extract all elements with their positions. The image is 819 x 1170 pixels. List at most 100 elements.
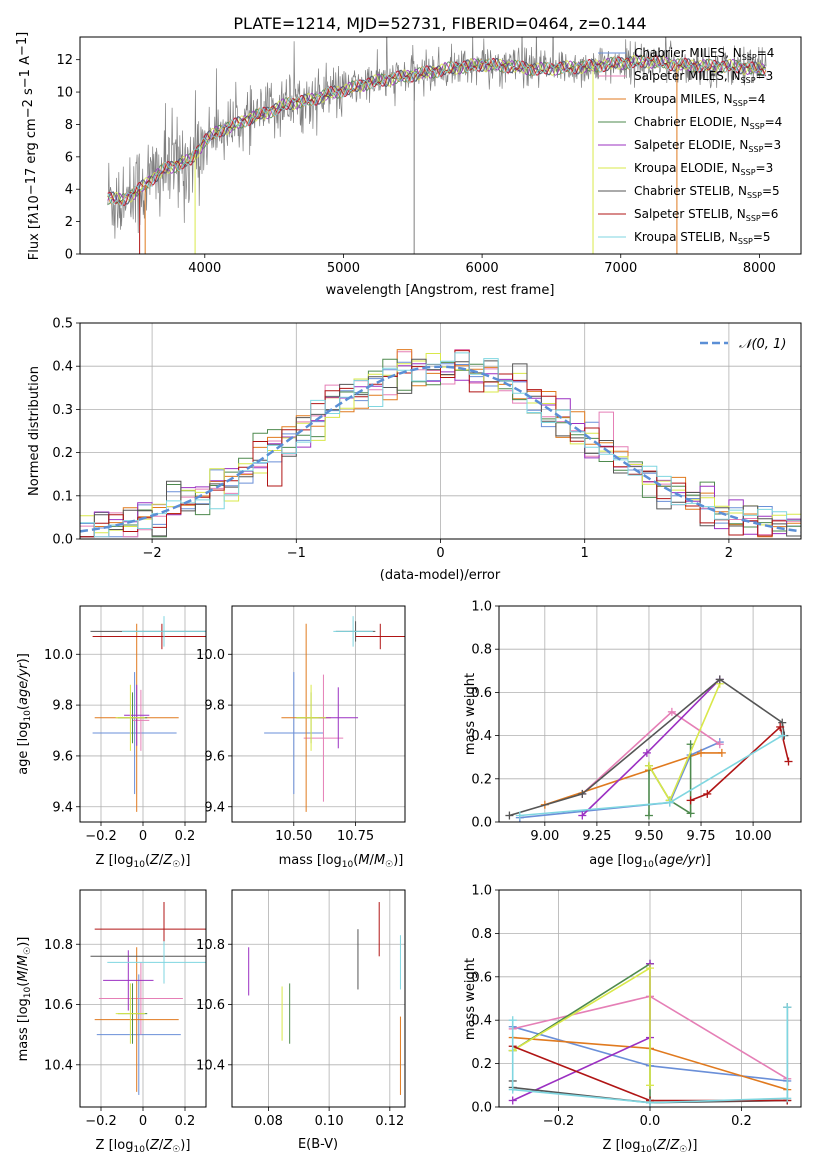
x-tick-label: −0.2 bbox=[543, 1114, 575, 1129]
y-tick-label: 0.2 bbox=[471, 1057, 492, 1072]
legend-entry: Salpeter ELODIE, NSSP=3 bbox=[634, 138, 781, 154]
model-spectrum bbox=[107, 55, 767, 207]
legend-entry: Kroupa MILES, NSSP=4 bbox=[634, 92, 765, 108]
label-part: age/yr bbox=[16, 662, 31, 705]
y-tick-label: 0.6 bbox=[471, 686, 492, 701]
axes-frame bbox=[498, 605, 802, 823]
label-part: erg cm bbox=[24, 118, 39, 167]
axes-frame bbox=[231, 605, 406, 823]
axes-frame bbox=[231, 889, 406, 1108]
label-part: Z bbox=[656, 1138, 667, 1153]
legend-text: Salpeter STELIB, N bbox=[634, 207, 746, 221]
x-tick-label: 9.75 bbox=[687, 829, 716, 844]
label-part: mass [log bbox=[279, 853, 342, 868]
legend-tail: =6 bbox=[761, 207, 779, 221]
weight-line bbox=[512, 966, 651, 1086]
weight-vs-age-ylabel: mass weight bbox=[463, 673, 478, 755]
label-part: age [log bbox=[589, 853, 642, 868]
x-tick-label: 0.2 bbox=[175, 829, 196, 844]
label-part: −1 bbox=[15, 37, 30, 56]
legend-tail: =4 bbox=[748, 92, 766, 106]
weight-vs-age-plot-area bbox=[505, 675, 793, 822]
label-part: −2 bbox=[21, 99, 36, 118]
label-part: s bbox=[21, 88, 36, 99]
label-part: mass [log bbox=[16, 998, 31, 1061]
y-tick-label: 9.8 bbox=[52, 699, 73, 714]
weight-line bbox=[690, 725, 790, 802]
y-tick-label: 0.1 bbox=[52, 489, 73, 504]
figure-title: PLATE=1214, MJD=52731, FIBERID=0464, z=0… bbox=[233, 14, 646, 33]
label-part: )] bbox=[687, 1138, 697, 1153]
legend-sub: SSP bbox=[750, 122, 765, 131]
weight-vs-Z-ylabel: mass weight bbox=[463, 958, 478, 1040]
x-tick-label: 10.50 bbox=[275, 829, 312, 844]
y-tick-label: 0.0 bbox=[471, 816, 492, 831]
residuals-axes: −2 −1 0 1 2 0.0 0.1 0.2 0.3 0.4 0.5 bbox=[52, 317, 802, 561]
label-part: Z bbox=[149, 1138, 160, 1153]
y-tick-label: 10.6 bbox=[196, 998, 225, 1013]
label-part: 10 bbox=[133, 1145, 145, 1155]
y-tick-label: 9.6 bbox=[52, 749, 73, 764]
x-tick-label: 9.25 bbox=[582, 829, 611, 844]
legend-entry: Chabrier ELODIE, NSSP=4 bbox=[634, 115, 782, 131]
model-spectrum bbox=[107, 55, 767, 206]
y-tick-label: 0.6 bbox=[471, 970, 492, 985]
label-part: Z bbox=[669, 1138, 680, 1153]
label-part: / bbox=[370, 853, 375, 868]
legend-entry: Chabrier MILES, NSSP=4 bbox=[634, 46, 774, 62]
weight-line bbox=[581, 678, 721, 817]
legend-text: Salpeter ELODIE, N bbox=[634, 138, 748, 152]
label-part: / bbox=[16, 965, 31, 970]
label-part: / bbox=[159, 853, 164, 868]
y-tick-label: 9.8 bbox=[204, 699, 225, 714]
label-part: 10 bbox=[23, 710, 33, 722]
label-part: −1 bbox=[18, 69, 33, 88]
y-tick-label: 12 bbox=[56, 53, 73, 68]
x-tick-label: 10.00 bbox=[734, 829, 771, 844]
y-tick-label: 0.2 bbox=[52, 446, 73, 461]
label-part: M bbox=[374, 853, 385, 868]
legend-sub: SSP bbox=[748, 145, 763, 154]
weight-vs-age-axes: 9.00 9.25 9.50 9.75 10.00 0.0 0.2 0.4 0.6 0.8 1.0 bbox=[471, 600, 802, 844]
residual-histogram bbox=[80, 352, 801, 538]
legend-entry: 𝒩(0, 1) bbox=[739, 337, 786, 352]
x-tick-label: 0 bbox=[139, 829, 147, 844]
y-tick-label: 0.0 bbox=[52, 533, 73, 548]
x-tick-label: −2 bbox=[143, 546, 162, 561]
label-part: M bbox=[16, 955, 31, 966]
label-part: Flux [f bbox=[27, 219, 42, 260]
legend-text: Kroupa MILES, N bbox=[634, 92, 733, 106]
legend-text: Kroupa STELIB, N bbox=[634, 230, 738, 244]
y-tick-label: 0.8 bbox=[471, 643, 492, 658]
label-part: ( bbox=[654, 853, 659, 868]
label-part: M bbox=[16, 970, 31, 981]
label-part: ☉ bbox=[385, 860, 393, 870]
y-tick-label: 1.0 bbox=[471, 884, 492, 899]
label-part: −17 bbox=[24, 168, 39, 195]
weight-line bbox=[509, 678, 786, 817]
residuals-xlabel: (data-model)/error bbox=[380, 568, 501, 583]
legend-text: Chabrier STELIB, N bbox=[634, 184, 747, 198]
y-tick-label: 0 bbox=[65, 248, 73, 263]
label-part: 10 bbox=[27, 195, 42, 212]
legend-tail: =3 bbox=[756, 69, 774, 83]
weight-vs-Z-plot-area bbox=[508, 959, 792, 1107]
label-part: ] bbox=[15, 32, 30, 37]
legend-sub: SSP bbox=[747, 191, 762, 200]
y-tick-label: 0.4 bbox=[471, 1014, 492, 1029]
x-tick-label: 9.00 bbox=[530, 829, 559, 844]
mass-vs-Z-xlabel: Z [log10(Z/Z☉)] bbox=[96, 1138, 191, 1155]
label-part: ( bbox=[353, 853, 358, 868]
legend-text: Salpeter MILES, N bbox=[634, 69, 741, 83]
mass-vs-Z-plot-area bbox=[90, 902, 206, 1095]
x-tick-label: 6000 bbox=[466, 261, 499, 276]
x-tick-label: 10.75 bbox=[337, 829, 374, 844]
label-part: 10 bbox=[640, 1145, 652, 1155]
gaussian-curve bbox=[80, 365, 801, 533]
y-tick-label: 2 bbox=[65, 215, 73, 230]
x-tick-label: 0.0 bbox=[640, 1114, 661, 1129]
legend-sub: SSP bbox=[741, 168, 756, 177]
x-tick-label: 0 bbox=[436, 546, 444, 561]
label-part: ☉ bbox=[172, 1145, 180, 1155]
